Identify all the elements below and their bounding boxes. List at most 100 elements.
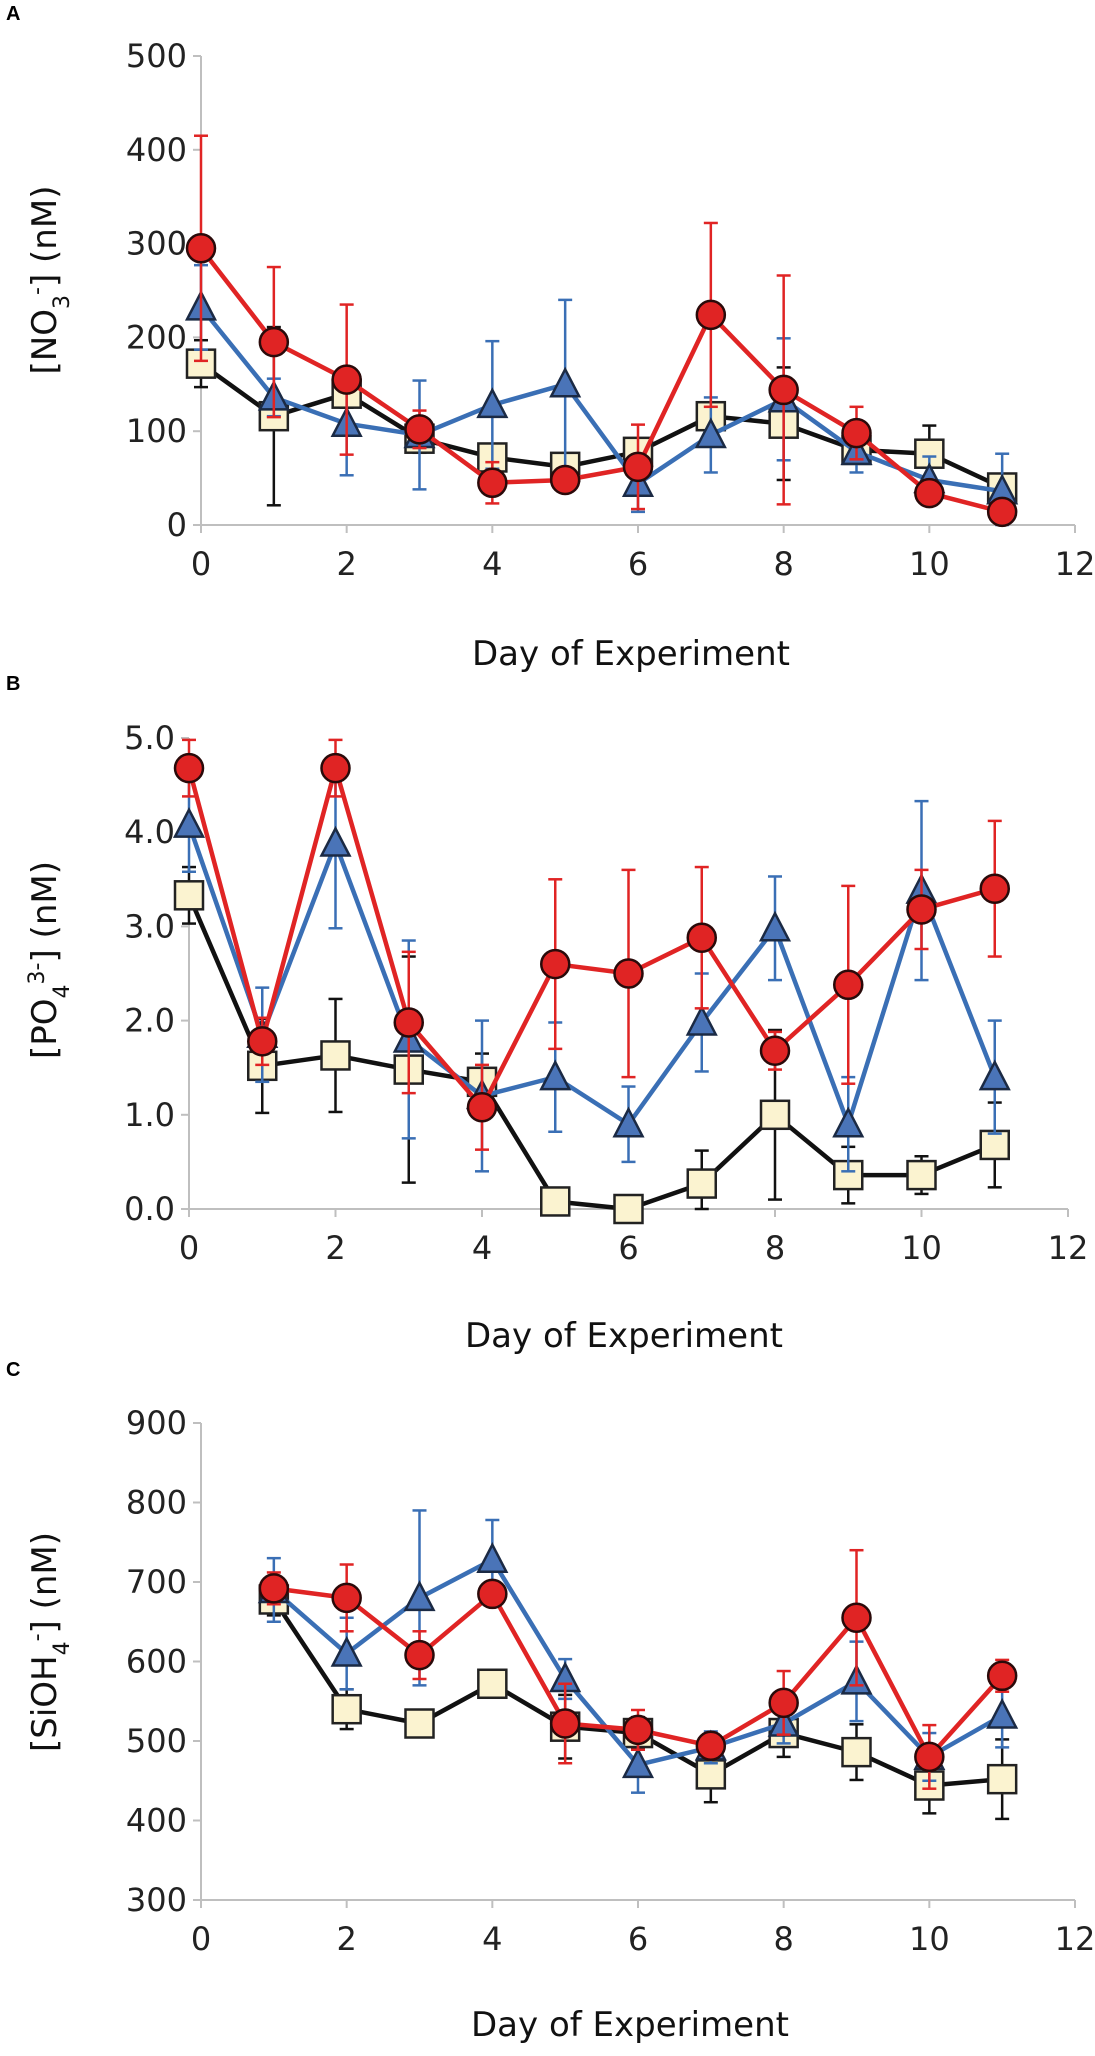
square-marker — [841, 1736, 872, 1768]
y-tick-label: 4.0 — [124, 813, 175, 851]
x-tick-label: 2 — [325, 1229, 345, 1267]
panel-a: A 0 100 200 300 400 500 0 2 4 6 8 10 12 Day of Exper… — [6, 3, 1095, 674]
panel-b-letter: B — [6, 673, 20, 695]
circle-marker — [549, 1708, 581, 1739]
square-marker — [686, 1168, 717, 1199]
square-marker — [331, 1693, 362, 1725]
square-marker — [477, 1668, 508, 1700]
triangle-marker — [612, 1106, 645, 1138]
panel-b: B 0.0 1.0 2.0 3.0 4.0 5.0 0 2 4 6 8 10 12 Day of Exp… — [6, 673, 1088, 1356]
panel-b-axes: 0.0 1.0 2.0 3.0 4.0 5.0 0 2 4 6 8 10 12 — [124, 719, 1088, 1267]
circle-marker — [768, 374, 799, 406]
triangle-marker — [978, 1059, 1011, 1091]
x-tick-label: 12 — [1055, 545, 1095, 583]
y-tick-label: 500 — [126, 37, 187, 75]
series-line — [186, 894, 996, 1212]
circle-marker — [258, 326, 290, 358]
circle-marker — [477, 1578, 508, 1610]
series-squares — [173, 865, 1010, 1225]
square-marker — [540, 1186, 571, 1217]
circle-marker — [695, 1730, 727, 1762]
circle-marker — [185, 233, 217, 264]
y-tick-label: 100 — [126, 412, 187, 450]
panel-b-series — [172, 738, 1011, 1225]
y-tick-label: 700 — [126, 1563, 187, 1601]
circle-marker — [833, 969, 864, 1001]
series-line — [186, 823, 997, 1127]
triangle-marker — [685, 1004, 718, 1036]
triangle-marker — [403, 1580, 436, 1612]
triangle-marker — [694, 417, 727, 449]
triangle-marker — [319, 825, 352, 857]
series-line — [186, 765, 996, 1110]
panel-c-series — [257, 1509, 1019, 1821]
triangle-marker — [621, 1747, 655, 1779]
y-tick-label: 900 — [126, 1404, 187, 1442]
y-tick-label: 0.0 — [124, 1190, 175, 1228]
panel-b-y-axis-title: [PO43-] (nM) — [25, 861, 75, 1059]
square-marker — [320, 1040, 351, 1071]
series-circles — [185, 134, 1018, 528]
panel-c: C 300 400 500 600 700 800 900 0 2 4 6 8 10 12 Day of … — [6, 1359, 1095, 2045]
circle-marker — [247, 1026, 278, 1057]
circle-marker — [331, 364, 362, 395]
circle-marker — [914, 477, 945, 509]
panel-a-axes: 0 100 200 300 400 500 0 2 4 6 8 10 12 — [126, 37, 1095, 583]
series-triangles — [172, 757, 1011, 1173]
x-tick-label: 6 — [628, 545, 648, 583]
x-tick-label: 10 — [909, 1920, 950, 1958]
y-tick-label: 300 — [126, 225, 187, 263]
circle-marker — [613, 958, 644, 989]
triangle-marker — [758, 910, 792, 942]
y-tick-label: 300 — [126, 1881, 187, 1919]
circle-marker — [320, 752, 351, 784]
square-marker — [759, 1099, 791, 1131]
circle-marker — [622, 1714, 654, 1746]
square-marker — [906, 1159, 937, 1191]
y-tick-label: 200 — [126, 318, 187, 356]
y-tick-label: 2.0 — [124, 1002, 175, 1040]
circle-marker — [986, 496, 1018, 528]
panel-a-y-axis-title: [NO3-] (nM) — [25, 186, 75, 375]
square-marker — [979, 1129, 1010, 1161]
triangle-marker — [476, 387, 509, 419]
y-tick-label: 5.0 — [124, 719, 175, 757]
series-circles — [173, 738, 1010, 1151]
y-tick-label: 600 — [126, 1643, 187, 1681]
circle-marker — [173, 752, 205, 784]
panel-c-y-axis-title: [SiOH4-] (nM) — [25, 1532, 75, 1752]
square-marker — [833, 1159, 864, 1191]
panel-c-axes: 300 400 500 600 700 800 900 0 2 4 6 8 10 12 — [126, 1404, 1095, 1958]
panel-a-letter: A — [6, 3, 20, 25]
y-tick-label: 400 — [126, 131, 187, 169]
triangle-marker — [539, 1059, 572, 1091]
panel-b-x-axis-title: Day of Experiment — [465, 1316, 783, 1356]
triangle-marker — [986, 1697, 1019, 1729]
circle-marker — [540, 948, 571, 980]
y-tick-label: 800 — [126, 1484, 187, 1522]
square-marker — [404, 1708, 435, 1739]
circle-marker — [986, 1660, 1018, 1692]
x-tick-label: 6 — [618, 1229, 638, 1267]
x-tick-label: 8 — [773, 545, 793, 583]
circle-marker — [979, 873, 1010, 904]
circle-marker — [841, 1602, 872, 1634]
square-marker — [695, 1759, 727, 1790]
square-marker — [986, 1763, 1018, 1795]
x-tick-label: 8 — [765, 1229, 785, 1267]
circle-marker — [258, 1573, 290, 1604]
panel-a-x-axis-title: Day of Experiment — [472, 634, 790, 674]
triangle-marker — [549, 366, 582, 398]
circle-marker — [841, 417, 872, 449]
series-line — [199, 246, 1003, 515]
x-tick-label: 2 — [336, 1920, 356, 1958]
circle-marker — [477, 467, 508, 499]
circle-marker — [393, 1007, 424, 1038]
series-triangles — [184, 263, 1019, 527]
y-tick-label: 500 — [126, 1722, 187, 1760]
x-tick-label: 0 — [179, 1229, 199, 1267]
circle-marker — [622, 451, 654, 483]
series-squares — [185, 325, 1018, 507]
y-tick-label: 400 — [126, 1802, 187, 1840]
